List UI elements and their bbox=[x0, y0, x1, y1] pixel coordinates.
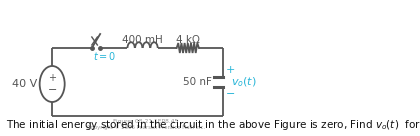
Text: −: − bbox=[226, 89, 236, 99]
Text: −: − bbox=[47, 85, 57, 95]
Text: +: + bbox=[226, 65, 236, 75]
Text: 400 mH: 400 mH bbox=[122, 35, 163, 45]
Text: +: + bbox=[48, 73, 56, 83]
Text: The initial energy stored in the circuit in the above Figure is zero, Find $v_o(: The initial energy stored in the circuit… bbox=[5, 118, 420, 132]
Text: Copyright © 2006 Pearson Prentice Hall, Inc.: Copyright © 2006 Pearson Prentice Hall, … bbox=[87, 124, 205, 130]
Text: Figure: 08-21-1EP8.45: Figure: 08-21-1EP8.45 bbox=[113, 120, 178, 124]
Text: 4 kΩ: 4 kΩ bbox=[176, 35, 200, 45]
Text: $t=0$: $t=0$ bbox=[93, 50, 116, 62]
Text: 40 V: 40 V bbox=[12, 79, 37, 89]
Text: $v_o(t)$: $v_o(t)$ bbox=[231, 75, 257, 89]
Text: 50 nF: 50 nF bbox=[183, 77, 211, 87]
